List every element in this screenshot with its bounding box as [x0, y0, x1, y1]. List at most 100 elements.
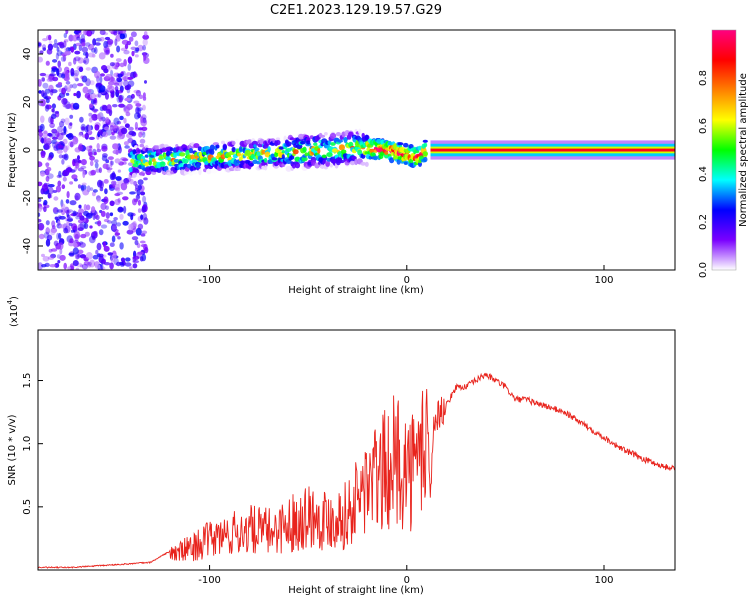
spectrogram-cell: [109, 125, 115, 131]
spectrogram-cell: [209, 144, 215, 151]
snr-panel: -100 0 100 0.5 1.0 1.5 Height of straight lin…: [6, 296, 676, 596]
spectrogram-cell: [68, 61, 72, 67]
spectrogram-cell: [58, 41, 65, 48]
snr-y-tick-label: 1.0: [22, 436, 33, 452]
spectrogram-cell: [281, 150, 286, 154]
spectrogram-cell: [96, 198, 102, 203]
spectrogram-cell: [127, 137, 134, 144]
colorbar-tick-label: 0.2: [698, 214, 709, 230]
spectrogram-cell: [139, 138, 146, 144]
spectrogram-y-tick-label: 0: [22, 147, 33, 153]
spectrogram-cell: [62, 54, 67, 62]
spectrogram-cell: [38, 42, 41, 47]
spectrogram-cell: [56, 132, 64, 141]
spectrogram-cell: [135, 106, 140, 115]
spectrogram-cell: [140, 214, 144, 220]
spectrogram-cell: [96, 113, 101, 120]
spectrogram-cell: [117, 73, 123, 78]
spectrogram-cell: [99, 180, 105, 189]
svg-text:(x104): (x104): [6, 296, 20, 327]
spectrogram-cell: [116, 222, 122, 227]
spectrogram-cell: [132, 168, 136, 172]
spectrogram-cell: [92, 254, 99, 260]
spectrogram-cell: [63, 126, 67, 134]
spectrogram-cell: [304, 152, 309, 157]
spectrogram-cell: [127, 212, 134, 217]
spectrogram-cell: [142, 92, 146, 99]
spectrogram-cell: [39, 123, 45, 132]
spectrogram-y-tick-label: -40: [22, 238, 33, 254]
snr-y-tick-label: 1.5: [22, 373, 33, 389]
spectrogram-cell: [92, 212, 96, 221]
spectrogram-cell: [211, 169, 218, 174]
spectrogram-cell: [206, 168, 212, 175]
spectrogram-cell: [53, 39, 58, 45]
spectrogram-cell: [88, 117, 93, 123]
spectrogram-cell: [111, 93, 115, 99]
spectrogram-cell: [111, 171, 116, 179]
spectrogram-cell: [88, 151, 93, 158]
spectrogram-cell: [109, 212, 114, 217]
spectrogram-cell: [69, 84, 73, 89]
colorbar-frame: [711, 29, 737, 271]
spectrogram-cell: [125, 177, 132, 182]
spectrogram-cell: [408, 144, 414, 149]
spectrogram-cell: [102, 241, 106, 248]
spectrogram-cell: [100, 73, 105, 77]
spectrogram-cell: [45, 238, 51, 247]
spectrogram-cell: [87, 89, 92, 93]
spectrogram-cell: [51, 67, 58, 72]
spectrogram-cell: [69, 238, 74, 244]
spectrogram-cell: [75, 77, 79, 82]
spectrogram-cell: [67, 132, 74, 141]
spectrogram-cell: [142, 205, 146, 212]
spectrogram-cell: [127, 126, 134, 131]
colorbar-ticks: 0.0 0.2 0.4 0.6 0.8: [698, 70, 709, 278]
spectrogram-cell: [330, 142, 336, 146]
spectrogram-cell: [100, 202, 107, 210]
spectrogram-cell: [302, 146, 307, 153]
spectrogram-cell: [72, 260, 79, 267]
spectrogram-cell: [329, 163, 333, 168]
spectrogram-cell: [85, 78, 91, 87]
spectrogram-cell: [68, 222, 73, 227]
spectrogram-cell: [116, 127, 120, 135]
spectrogram-cell: [47, 184, 55, 188]
spectrogram-cell: [89, 80, 95, 86]
spectrogram-cell: [135, 103, 142, 107]
spectrogram-cell: [117, 236, 121, 240]
snr-x-tick-label: 0: [404, 575, 410, 586]
spectrogram-cell: [325, 162, 330, 167]
spectrogram-cell: [40, 171, 46, 177]
snr-plot-area: [38, 330, 675, 570]
colorbar-gradient: [712, 30, 736, 270]
spectrogram-cell: [54, 110, 60, 114]
spectrogram-cell: [121, 70, 126, 76]
spectrogram-cell: [65, 199, 70, 204]
spectrogram-cell: [343, 136, 348, 144]
spectrogram-cell: [137, 149, 142, 153]
spectrogram-cell: [135, 90, 141, 97]
spectrogram-cell: [114, 193, 121, 197]
spectrogram-cell: [85, 42, 91, 47]
spectrogram-cell: [60, 203, 66, 211]
spectrogram-cell: [235, 138, 240, 144]
colorbar-tick-label: 0.8: [698, 70, 709, 86]
spectrogram-cell: [154, 145, 160, 150]
spectrogram-cell: [44, 142, 51, 150]
spectrogram-cell: [38, 90, 42, 94]
spectrogram-cell: [139, 143, 145, 148]
spectrogram-cell: [73, 69, 80, 77]
spectrogram-cell: [63, 47, 68, 52]
spectrogram-cell: [135, 194, 141, 200]
colorbar: 0.0 0.2 0.4 0.6 0.8 Normalized spectral ampl…: [698, 29, 749, 278]
spectrogram-cell: [51, 128, 58, 134]
spectrogram-cell: [77, 249, 84, 254]
spectrogram-cell: [66, 85, 71, 89]
spectrogram-cell: [387, 140, 392, 146]
spectrogram-cell: [137, 184, 142, 190]
spectrogram-cell: [144, 246, 149, 254]
spectrogram-cell: [138, 172, 144, 176]
spectrogram-cell: [89, 160, 94, 167]
